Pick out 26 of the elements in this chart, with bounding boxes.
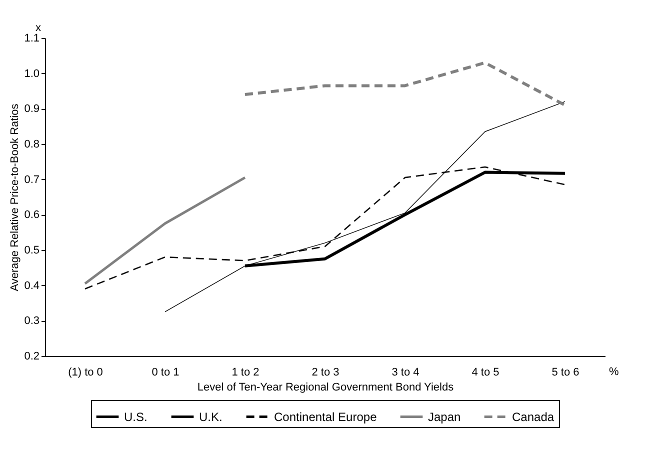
x-tick-label: 4 to 5: [472, 366, 500, 378]
x-tick-label: (1) to 0: [68, 366, 103, 378]
x-tick-label: 3 to 4: [392, 366, 420, 378]
y-tick-label: 0.5: [24, 244, 40, 256]
x-tick-label: 5 to 6: [552, 366, 580, 378]
y-tick-label: 0.9: [24, 103, 40, 116]
legend-label: U.K.: [199, 410, 222, 424]
x-axis-title: Level of Ten-Year Regional Government Bond Yields: [197, 382, 454, 394]
y-tick-label: 0.8: [24, 138, 40, 150]
text: %: [609, 366, 619, 378]
y-tick-label: 1.1: [24, 32, 40, 44]
legend-label: U.S.: [124, 410, 148, 424]
y-tick-label: 0.2: [24, 350, 40, 362]
legend-label: Japan: [428, 410, 461, 424]
x-tick-label: 1 to 2: [232, 366, 260, 378]
y-axis-title: Average Relative Price-to-Book Ratios: [9, 103, 22, 292]
y-tick-label: 0.4: [24, 280, 40, 292]
y-tick-label: 0.6: [24, 209, 40, 222]
x-tick-label: 2 to 3: [312, 366, 340, 378]
legend-label: Canada: [512, 410, 554, 424]
y-tick-label: 1.0: [24, 68, 40, 80]
legend-label: Continental Europe: [274, 410, 378, 424]
text: x: [36, 22, 42, 34]
y-tick-label: 0.7: [24, 174, 40, 186]
x-tick-label: 0 to 1: [152, 366, 180, 378]
y-tick-label: 0.3: [24, 315, 40, 328]
